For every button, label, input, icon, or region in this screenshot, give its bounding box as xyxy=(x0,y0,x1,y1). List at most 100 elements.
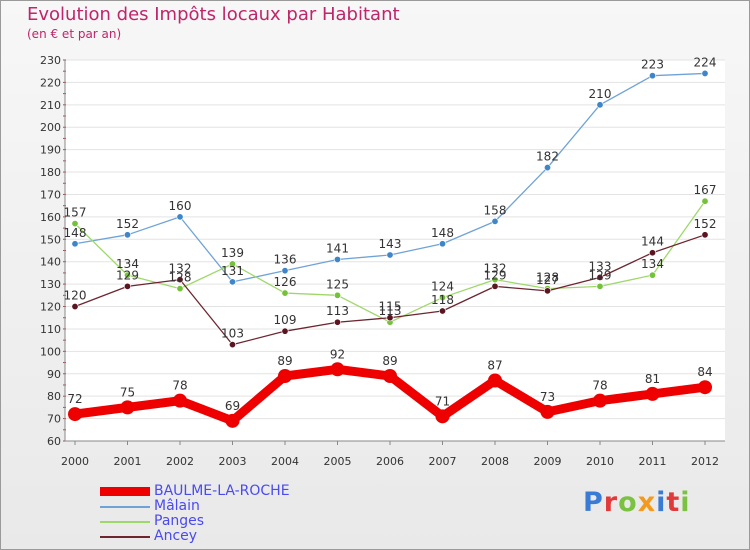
data-label: 129 xyxy=(484,268,507,282)
data-point xyxy=(386,251,394,259)
data-label: 103 xyxy=(221,327,244,341)
x-tick-label: 2008 xyxy=(481,455,509,468)
legend-swatch xyxy=(100,505,150,508)
legend-label: Panges xyxy=(154,513,205,529)
data-point xyxy=(68,407,82,422)
y-tick-label: 60 xyxy=(47,435,61,448)
data-label: 115 xyxy=(379,300,402,314)
data-point xyxy=(281,267,289,275)
data-label: 141 xyxy=(326,241,349,255)
data-point xyxy=(383,369,397,384)
data-label: 148 xyxy=(64,226,87,240)
data-label: 144 xyxy=(641,235,664,249)
data-label: 84 xyxy=(697,365,712,379)
data-point xyxy=(438,307,446,315)
data-point xyxy=(648,249,656,257)
y-tick-label: 160 xyxy=(40,211,61,224)
x-tick-label: 2006 xyxy=(376,455,404,468)
data-point xyxy=(124,271,132,279)
data-point xyxy=(386,314,394,322)
data-label: 89 xyxy=(382,354,397,368)
y-tick-label: 120 xyxy=(40,301,61,314)
data-label: 113 xyxy=(326,304,349,318)
y-tick-label: 70 xyxy=(47,413,61,426)
logo-letter: r xyxy=(603,487,619,518)
data-label: 136 xyxy=(274,253,297,267)
data-label: 167 xyxy=(694,183,717,197)
data-point xyxy=(71,303,79,311)
data-point xyxy=(701,69,709,77)
logo-letter: x xyxy=(637,487,657,518)
data-point xyxy=(281,289,289,297)
x-tick-label: 2000 xyxy=(61,455,89,468)
legend-item: Ancey xyxy=(100,529,290,544)
data-label: 92 xyxy=(330,347,345,361)
data-point xyxy=(71,240,79,248)
data-label: 134 xyxy=(641,257,664,271)
legend-swatch xyxy=(100,535,150,538)
x-tick-label: 2011 xyxy=(639,455,667,468)
logo-letter: o xyxy=(618,487,638,518)
data-point xyxy=(124,231,132,239)
data-label: 81 xyxy=(645,372,660,386)
y-tick-label: 110 xyxy=(40,323,61,336)
y-tick-label: 100 xyxy=(40,345,61,358)
data-label: 113 xyxy=(379,304,402,318)
data-point xyxy=(229,341,237,349)
data-point xyxy=(596,101,604,109)
data-point xyxy=(333,291,341,299)
y-tick-label: 200 xyxy=(40,121,61,134)
data-point xyxy=(596,282,604,290)
data-label: 89 xyxy=(277,354,292,368)
data-label: 78 xyxy=(172,379,187,393)
logo-letter: i xyxy=(680,487,691,518)
data-label: 72 xyxy=(67,392,82,406)
data-label: 71 xyxy=(435,394,450,408)
data-point xyxy=(173,393,187,408)
y-tick-label: 130 xyxy=(40,278,61,291)
y-tick-label: 210 xyxy=(40,99,61,112)
data-label: 132 xyxy=(169,262,192,276)
data-point xyxy=(333,255,341,263)
data-point xyxy=(491,217,499,225)
y-tick-label: 190 xyxy=(40,144,61,157)
data-point xyxy=(225,413,240,428)
legend-label: Mâlain xyxy=(154,498,200,514)
y-tick-label: 220 xyxy=(40,76,61,89)
x-tick-label: 2010 xyxy=(586,455,614,468)
legend-label: Ancey xyxy=(154,528,198,544)
data-point xyxy=(438,240,446,248)
chart-subtitle: (en € et par an) xyxy=(27,27,122,41)
y-tick-label: 170 xyxy=(40,188,61,201)
x-tick-label: 2002 xyxy=(166,455,194,468)
data-point xyxy=(435,409,450,424)
data-label: 133 xyxy=(589,259,612,273)
data-label: 118 xyxy=(431,293,454,307)
data-point xyxy=(176,276,184,284)
data-label: 129 xyxy=(589,268,612,282)
data-point xyxy=(488,373,502,388)
data-label: 143 xyxy=(379,237,402,251)
data-point xyxy=(645,386,660,401)
data-label: 87 xyxy=(487,358,502,372)
proxiti-logo: Proxiti xyxy=(583,487,691,518)
data-label: 158 xyxy=(484,203,507,217)
legend-item: BAULME-LA-ROCHE xyxy=(100,484,290,499)
data-label: 134 xyxy=(116,257,139,271)
data-label: 109 xyxy=(274,313,297,327)
data-label: 152 xyxy=(694,217,717,231)
data-label: 125 xyxy=(326,277,349,291)
data-label: 210 xyxy=(589,87,612,101)
x-tick-label: 2007 xyxy=(429,455,457,468)
x-tick-label: 2012 xyxy=(691,455,719,468)
data-label: 148 xyxy=(431,226,454,240)
data-point xyxy=(176,285,184,293)
data-label: 69 xyxy=(225,399,240,413)
data-label: 127 xyxy=(536,273,559,287)
data-point xyxy=(701,231,709,239)
y-tick-label: 180 xyxy=(40,166,61,179)
y-tick-label: 230 xyxy=(40,54,61,67)
data-label: 75 xyxy=(120,385,135,399)
y-tick-label: 80 xyxy=(47,390,61,403)
